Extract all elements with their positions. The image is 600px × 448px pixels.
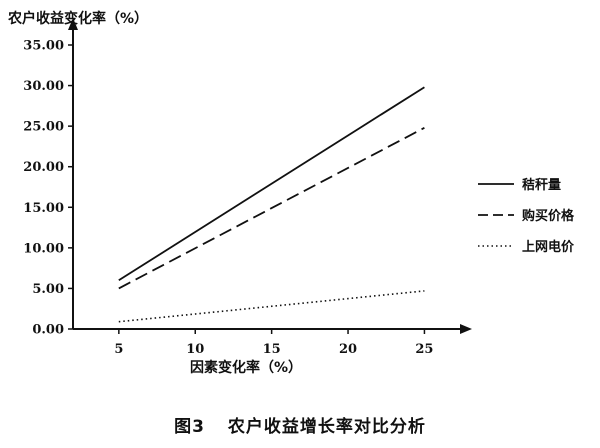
chart-axes xyxy=(68,18,472,334)
x-tick-label: 5 xyxy=(114,342,123,357)
x-tick-label: 15 xyxy=(263,342,281,357)
x-tick-labels: 5 10 15 20 25 xyxy=(114,329,433,357)
y-tick-label: 35.00 xyxy=(23,39,64,54)
figure-title: 农户收益增长率对比分析 xyxy=(227,417,426,437)
y-tick-labels: 0.00 5.00 10.00 15.00 20.00 25.00 30.00 35.00 xyxy=(23,39,73,338)
figure-caption: 图3 农户收益增长率对比分析 xyxy=(0,412,600,437)
y-tick-label: 20.00 xyxy=(23,160,64,175)
y-tick-label: 5.00 xyxy=(32,282,64,297)
series-lines xyxy=(118,86,425,323)
legend-label-2: 购买价格 xyxy=(522,208,575,224)
legend-label-3: 上网电价 xyxy=(522,239,575,255)
legend-label-1: 秸秆量 xyxy=(522,177,561,193)
y-tick-label: 25.00 xyxy=(23,120,64,135)
figure-number: 图3 xyxy=(174,417,205,437)
y-tick-label: 15.00 xyxy=(23,201,64,216)
y-tick-label: 0.00 xyxy=(32,323,64,338)
series-line-3 xyxy=(118,290,425,323)
x-axis-arrow xyxy=(460,324,472,334)
series-line-1 xyxy=(118,86,425,282)
y-tick-label: 30.00 xyxy=(23,79,64,94)
series-line-2 xyxy=(118,127,425,290)
x-tick-label: 25 xyxy=(415,342,433,357)
x-axis-label: 因素变化率（%） xyxy=(190,360,303,376)
y-axis-arrow xyxy=(68,18,78,30)
y-axis-label: 农户收益变化率（%） xyxy=(8,11,149,27)
x-tick-label: 10 xyxy=(186,342,204,357)
y-tick-label: 10.00 xyxy=(23,241,64,256)
x-tick-label: 20 xyxy=(339,342,357,357)
